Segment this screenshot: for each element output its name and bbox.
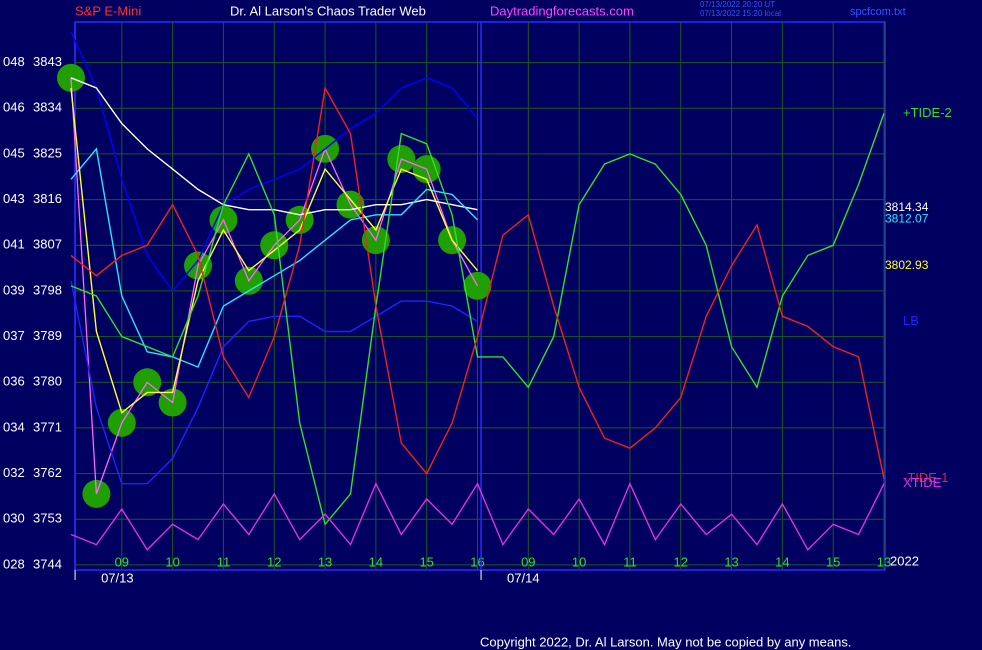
date-label: 07/14 <box>507 570 540 585</box>
copyright: Copyright 2022, Dr. Al Larson. May not b… <box>480 634 851 649</box>
x-tick-label: 14 <box>775 554 789 569</box>
y-tick-label: 3843 <box>33 54 62 69</box>
series-label: -TIDE-1 <box>903 470 949 485</box>
x-tick-label: 12 <box>674 554 688 569</box>
series-line <box>70 77 478 216</box>
y-tick-code: 039 <box>3 282 25 297</box>
x-tick-label: 10 <box>165 554 179 569</box>
timestamp: 07/13/2022 20:20 UT <box>700 0 775 9</box>
timestamp: 07/13/2022 15:20 local <box>700 9 781 18</box>
series-line <box>70 77 479 495</box>
x-tick-label: 16 <box>470 554 484 569</box>
series-label: XTIDE <box>903 475 942 490</box>
x-tick-label: 13 <box>318 554 332 569</box>
file-name: spcfcom.txt <box>850 6 906 18</box>
y-tick-label: 3798 <box>33 282 62 297</box>
y-tick-label: 3753 <box>33 511 62 526</box>
x-tick-label: 09 <box>115 554 129 569</box>
series-label: LB <box>903 313 919 328</box>
y-tick-code: 046 <box>3 100 25 115</box>
y-tick-code: 048 <box>3 54 25 69</box>
series-line <box>70 113 885 526</box>
x-tick-label: 10 <box>572 554 586 569</box>
y-tick-label: 3825 <box>33 145 62 160</box>
y-tick-label: 3771 <box>33 419 62 434</box>
end-value-label: 3802.93 <box>885 258 929 272</box>
y-tick-label: 3762 <box>33 465 62 480</box>
series-label: +TIDE-2 <box>903 105 952 120</box>
series-line <box>70 147 478 368</box>
y-tick-label: 3816 <box>33 191 62 206</box>
series-line <box>70 31 479 293</box>
y-tick-label: 3789 <box>33 328 62 343</box>
end-value-label: 3812.07 <box>885 212 929 226</box>
symbol: S&P E-Mini <box>75 3 141 18</box>
year-label: 2022 <box>890 553 919 568</box>
series-line <box>70 87 479 414</box>
date-label: 07/13 <box>101 570 134 585</box>
y-tick-code: 036 <box>3 374 25 389</box>
x-tick-label: 09 <box>521 554 535 569</box>
y-tick-code: 034 <box>3 419 25 434</box>
y-tick-code: 030 <box>3 511 25 526</box>
end-value-label: 3814.34 <box>885 200 929 214</box>
x-tick-label: 13 <box>877 554 891 569</box>
x-tick-label: 15 <box>419 554 433 569</box>
y-tick-label: 3780 <box>33 374 62 389</box>
y-tick-label: 3744 <box>33 556 62 571</box>
y-tick-code: 043 <box>3 191 25 206</box>
x-tick-label: 14 <box>369 554 383 569</box>
y-tick-code: 041 <box>3 237 25 252</box>
y-tick-label: 3807 <box>33 237 62 252</box>
series-line <box>70 481 885 551</box>
series-line <box>70 85 885 479</box>
y-tick-code: 037 <box>3 328 25 343</box>
chart-title: Dr. Al Larson's Chaos Trader Web <box>230 3 426 18</box>
x-tick-label: 11 <box>623 554 637 569</box>
y-tick-code: 045 <box>3 145 25 160</box>
x-tick-label: 12 <box>267 554 281 569</box>
x-tick-label: 11 <box>217 554 231 569</box>
y-tick-code: 028 <box>3 556 25 571</box>
y-tick-code: 032 <box>3 465 25 480</box>
x-tick-label: 15 <box>826 554 840 569</box>
site: Daytradingforecasts.com <box>490 3 634 18</box>
x-tick-label: 13 <box>724 554 738 569</box>
series-line <box>70 280 478 485</box>
y-tick-label: 3834 <box>33 100 62 115</box>
